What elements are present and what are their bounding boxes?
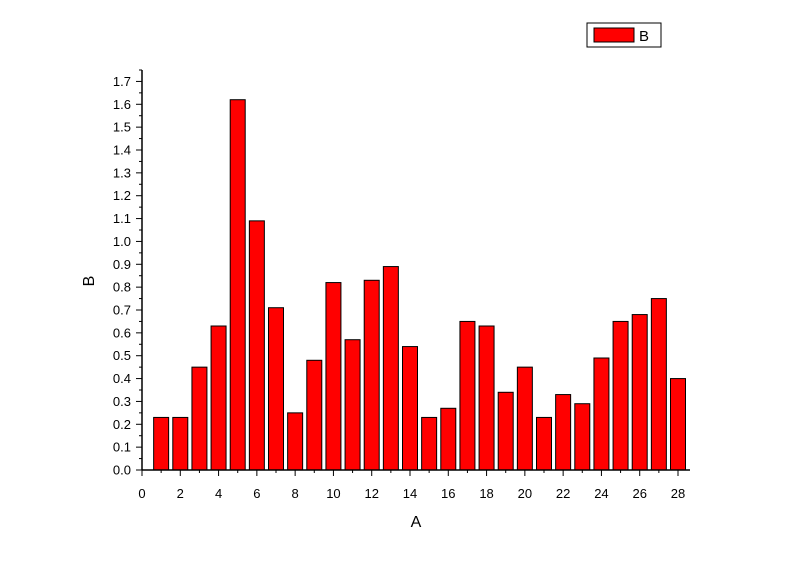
y-tick-label: 0.1 — [113, 440, 131, 455]
y-axis-title: B — [81, 276, 98, 287]
bar — [363, 279, 380, 471]
x-ticks: 0 2 4 6 8 10 12 14 16 18 20 22 24 26 28 — [138, 470, 685, 501]
x-tick-label: 20 — [518, 486, 532, 501]
x-tick-label: 28 — [671, 486, 685, 501]
bar — [153, 416, 170, 471]
y-tick-label: 0.3 — [113, 394, 131, 409]
bar — [593, 357, 610, 471]
y-tick-label: 0.0 — [113, 463, 131, 478]
y-tick-label: 1.5 — [113, 120, 131, 135]
legend: B — [586, 22, 662, 48]
y-tick-label: 1.6 — [113, 97, 131, 112]
y-tick-label: 1.7 — [113, 74, 131, 89]
legend-label: B — [639, 28, 649, 45]
x-tick-label: 10 — [326, 486, 340, 501]
y-tick-label: 0.7 — [113, 303, 131, 318]
y-tick-label: 0.2 — [113, 417, 131, 432]
y-tick-label: 1.1 — [113, 211, 131, 226]
bar — [478, 325, 495, 471]
bar — [497, 391, 514, 471]
bar — [459, 320, 476, 471]
bar — [248, 220, 265, 471]
y-tick-label: 0.6 — [113, 325, 131, 340]
y-tick-label: 0.8 — [113, 280, 131, 295]
bar — [555, 394, 572, 471]
y-tick-label: 0.5 — [113, 348, 131, 363]
bar — [172, 416, 189, 471]
bar — [382, 266, 399, 471]
x-tick-label: 2 — [177, 486, 184, 501]
y-tick-label: 0.4 — [113, 371, 131, 386]
y-ticks: 0.0 0.1 0.2 0.3 0.4 0.5 0.6 0.7 0.8 0.9 1.0 1.1 1.2 1… — [113, 69, 142, 478]
bar — [612, 320, 629, 471]
bar — [631, 314, 648, 471]
bar — [516, 366, 533, 471]
bar — [306, 359, 323, 471]
bar — [325, 282, 342, 471]
bar — [210, 325, 227, 471]
y-tick-label: 0.9 — [113, 257, 131, 272]
y-tick-label: 1.4 — [113, 143, 131, 158]
x-tick-label: 6 — [253, 486, 260, 501]
x-tick-label: 0 — [138, 486, 145, 501]
x-tick-label: 4 — [215, 486, 222, 501]
bar — [268, 307, 284, 471]
bar — [421, 416, 438, 471]
bars-layer — [153, 99, 686, 471]
bar — [536, 416, 552, 471]
bar — [229, 99, 246, 471]
bar — [287, 412, 304, 471]
y-tick-label: 1.3 — [113, 165, 131, 180]
x-axis-title: A — [411, 514, 422, 531]
legend-swatch — [593, 27, 635, 43]
bar — [344, 339, 361, 471]
x-tick-label: 14 — [403, 486, 417, 501]
bar — [402, 346, 418, 471]
axes-layer — [141, 70, 690, 471]
bar — [574, 403, 591, 471]
y-tick-label: 1.0 — [113, 234, 131, 249]
x-tick-label: 18 — [479, 486, 493, 501]
x-tick-label: 16 — [441, 486, 455, 501]
x-tick-label: 26 — [632, 486, 646, 501]
bar — [440, 407, 457, 471]
x-tick-label: 24 — [594, 486, 608, 501]
x-tick-label: 8 — [292, 486, 299, 501]
y-tick-label: 1.2 — [113, 188, 131, 203]
bar — [650, 298, 667, 471]
bar — [191, 366, 208, 471]
x-tick-label: 22 — [556, 486, 570, 501]
x-tick-label: 12 — [364, 486, 378, 501]
bar — [670, 378, 686, 471]
